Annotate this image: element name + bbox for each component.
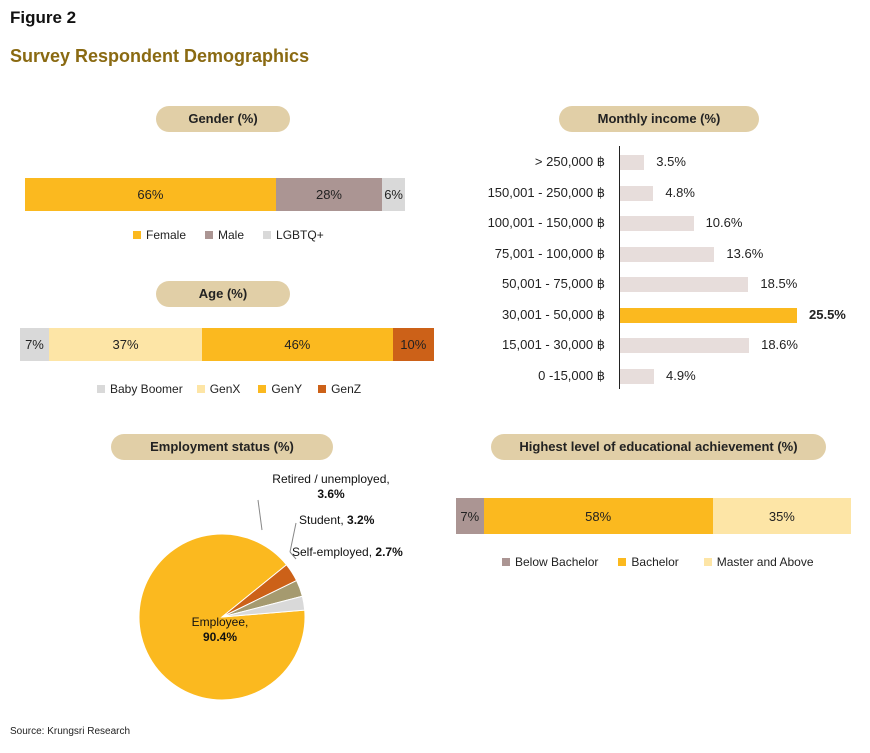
age-data-label: 7% [25, 337, 44, 352]
gender-legend-item: Female [133, 228, 186, 242]
education-legend-item: Below Bachelor [502, 555, 598, 569]
gender-data-label: 6% [384, 187, 403, 202]
legend-swatch [196, 385, 205, 393]
legend-label: GenX [209, 382, 241, 396]
legend-swatch [205, 231, 214, 239]
student-label: Student, 3.2% [299, 513, 375, 527]
age-legend-item: GenX [196, 382, 241, 396]
gender-chart-title: Gender (%) [156, 106, 290, 132]
age-data-label: 46% [284, 337, 311, 352]
pie-slice-self-employed [221, 595, 306, 618]
age-bar-segment-baby-boomer: 7% [20, 328, 49, 361]
pie-leader-line [289, 522, 297, 553]
legend-label: Female [146, 228, 187, 242]
education-chart-title: Highest level of educational achievement… [491, 434, 826, 460]
income-category-label: 100,001 - 150,000 ฿ [487, 215, 605, 230]
legend-label: GenZ [331, 382, 362, 396]
income-bar [620, 277, 749, 292]
legend-swatch [97, 385, 105, 393]
source-note: Source: Krungsri Research [10, 726, 131, 737]
employee-label: Employee, 90.4% [191, 615, 249, 644]
income-bar [620, 368, 654, 384]
legend-label: Bachelor [631, 555, 679, 569]
income-category-label: 15,001 - 30,000 ฿ [502, 337, 605, 352]
legend-swatch [258, 385, 267, 393]
education-data-label: 58% [585, 508, 612, 524]
age-legend-item: GenY [258, 382, 302, 396]
age-bar-segment-geny: 46% [202, 328, 393, 361]
legend-swatch [502, 558, 510, 566]
gender-legend-item: LGBTQ+ [263, 228, 324, 242]
education-bar-segment-below-bachelor: 7% [456, 498, 484, 534]
income-bar [620, 185, 654, 201]
education-bar-segment-bachelor: 58% [483, 498, 713, 534]
age-data-label: 10% [400, 337, 427, 352]
income-value-label: 25.5% [809, 306, 846, 322]
gender-legend: Female Male LGBTQ+ [133, 228, 324, 242]
legend-swatch [318, 385, 327, 393]
legend-swatch [263, 231, 272, 239]
income-value-label: 3.5% [656, 154, 686, 169]
legend-label: Male [218, 228, 245, 242]
age-data-label: 37% [112, 337, 139, 352]
income-category-label: 50,001 - 75,000 ฿ [502, 276, 605, 291]
income-bar [620, 246, 715, 262]
gender-legend-item: Male [205, 228, 244, 242]
pie-leader-line [289, 551, 297, 560]
income-value-label: 10.6% [705, 215, 743, 230]
legend-swatch [133, 231, 141, 239]
legend-label: GenY [271, 382, 303, 396]
age-bar-segment-genz: 10% [392, 328, 434, 361]
education-stacked-bar: 7% 58% 35% [456, 498, 851, 534]
income-axis-line [619, 146, 620, 389]
age-legend-item: GenZ [318, 382, 361, 396]
income-bar [620, 338, 750, 353]
income-category-label: 75,001 - 100,000 ฿ [494, 245, 605, 261]
income-category-label: > 250,000 ฿ [534, 154, 605, 169]
income-bar [620, 216, 694, 231]
gender-bar-segment-female: 66% [25, 178, 276, 211]
education-data-label: 35% [768, 508, 795, 524]
legend-label: Below Bachelor [515, 555, 599, 569]
age-legend-item: Baby Boomer [97, 382, 183, 396]
legend-swatch [703, 558, 712, 566]
legend-label: Master and Above [716, 555, 814, 569]
legend-swatch [618, 558, 627, 566]
figure-title: Survey Respondent Demographics [10, 46, 310, 66]
income-value-label: 4.9% [666, 367, 696, 383]
education-legend-item: Bachelor [618, 555, 679, 569]
income-bar [620, 307, 797, 323]
legend-label: Baby Boomer [110, 382, 183, 396]
education-legend: Below Bachelor Bachelor Master and Above [502, 555, 814, 569]
age-legend: Baby Boomer GenX GenY GenZ [97, 382, 361, 396]
age-stacked-bar: 7% 37% 46% 10% [20, 328, 434, 361]
income-category-label: 30,001 - 50,000 ฿ [502, 306, 605, 322]
gender-data-label: 66% [137, 187, 164, 202]
income-value-label: 13.6% [726, 245, 764, 261]
gender-bar-segment-male: 28% [275, 178, 383, 211]
legend-label: LGBTQ+ [276, 228, 324, 242]
income-chart-title: Monthly income (%) [559, 106, 759, 132]
education-legend-item: Master and Above [703, 555, 814, 569]
age-bar-segment-genx: 37% [48, 328, 203, 361]
income-bar [620, 155, 645, 170]
figure-label: Figure 2 [10, 8, 77, 27]
gender-stacked-bar: 66% 28% 6% [25, 178, 405, 211]
income-value-label: 4.8% [665, 184, 695, 200]
gender-data-label: 28% [315, 187, 342, 202]
gender-bar-segment-lgbtq: 6% [382, 178, 405, 211]
income-category-label: 150,001 - 250,000 ฿ [487, 184, 605, 200]
pie-leader-line [257, 499, 263, 531]
self-employed-label: Self-employed, 2.7% [292, 545, 403, 559]
employment-pie [138, 499, 306, 701]
income-value-label: 18.5% [760, 276, 798, 291]
income-category-label: 0 -15,000 ฿ [538, 367, 605, 383]
retired-label: Retired / unemployed, 3.6% [272, 472, 390, 501]
employment-chart-title: Employment status (%) [111, 434, 333, 460]
education-data-label: 7% [460, 508, 480, 524]
education-bar-segment-master-and-above: 35% [712, 498, 851, 534]
income-value-label: 18.6% [761, 337, 798, 352]
age-chart-title: Age (%) [156, 281, 290, 307]
